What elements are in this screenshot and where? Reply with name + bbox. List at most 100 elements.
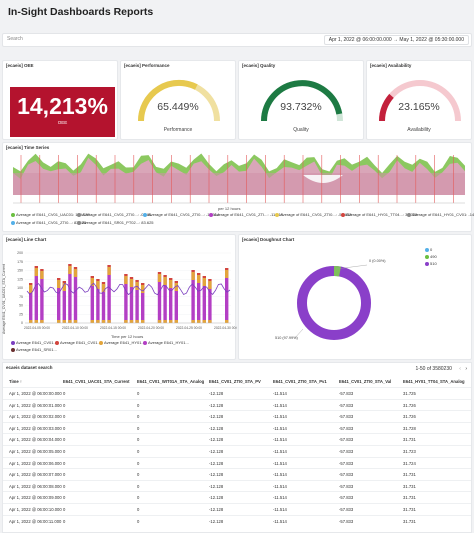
- table-cell: -57.833: [339, 414, 354, 420]
- table-row[interactable]: Apr 1, 2022 @ 06:00:08.000 0 0 -12.128 -11.5…: [3, 479, 471, 491]
- bar-base: [141, 320, 145, 323]
- legend-item[interactable]: Average of E641_HY01_TT04...: 31.725: [341, 212, 417, 217]
- table-cell: Apr 1, 2022 @ 06:00:04.000: [9, 437, 62, 443]
- timeseries-xlabel: per 12 hours: [218, 206, 241, 211]
- table-cell: -11.514: [273, 518, 287, 524]
- x-tick-label: 2022-04-15 00:00: [100, 326, 126, 330]
- table-cell: -11.514: [273, 507, 287, 512]
- table-cell: 31.731: [403, 518, 416, 524]
- bar-base: [157, 320, 162, 323]
- y-tick-label: 0: [21, 321, 23, 325]
- table-cell: -12.128: [209, 437, 224, 443]
- bar-cap: [40, 269, 44, 271]
- legend-item[interactable]: 510: [425, 260, 437, 267]
- table-cell: -12.128: [209, 425, 224, 431]
- bar: [197, 275, 201, 323]
- legend-item[interactable]: Average of E641_CV01_ZTI0...: -57.833: [275, 212, 352, 217]
- table-row[interactable]: Apr 1, 2022 @ 06:00:07.000 0 0 -12.128 -11.5…: [3, 468, 471, 479]
- arrow-icon: →: [393, 37, 399, 43]
- legend-dot: [11, 340, 15, 345]
- table-row[interactable]: Apr 1, 2022 @ 06:00:02.000 0 0 -12.128 -11.5…: [3, 410, 471, 421]
- legend-item[interactable]: Average E641_HY01...: [143, 340, 189, 345]
- table-row[interactable]: Apr 1, 2022 @ 06:00:05.000 0 0 -12.128 -11.5…: [3, 445, 471, 456]
- legend-item[interactable]: Average E641_HY01...: [99, 340, 145, 345]
- column-header[interactable]: E641_CV01_UAC01_STA_Current: [63, 379, 130, 384]
- chevron-right-icon[interactable]: ›: [465, 366, 467, 372]
- date-to[interactable]: May 1, 2022 @ 05:30:00.000: [399, 37, 464, 43]
- table-row[interactable]: Apr 1, 2022 @ 06:00:11.000 0 0 -12.128 -11.5…: [3, 514, 471, 526]
- column-header[interactable]: Time ↑: [9, 379, 22, 384]
- legend-item[interactable]: Average E641_CV01...: [11, 340, 57, 345]
- timeseries-chart: [13, 153, 465, 204]
- date-range-picker[interactable]: Apr 1, 2022 @ 06:00:00.000 → May 1, 2022…: [323, 35, 469, 45]
- legend-item[interactable]: Average of E641_SR01_PT02...: 83.625: [77, 220, 154, 225]
- table-cell: -12.128: [209, 507, 224, 512]
- legend-item[interactable]: Average of E641_CV01_ZTI...: -11.514: [209, 212, 283, 217]
- table-row[interactable]: Apr 1, 2022 @ 06:00:00.000 0 0 -12.128 -11.5…: [3, 387, 471, 398]
- bar: [202, 278, 206, 323]
- column-header[interactable]: E641_CV01_ZTI0_STA_PV: [209, 379, 261, 384]
- x-tick-label: 2022-04-20 00:00: [138, 326, 164, 330]
- table-row[interactable]: Apr 1, 2022 @ 06:00:09.000 0 0 -12.128 -11.5…: [3, 491, 471, 502]
- bar-cap: [73, 267, 78, 269]
- legend-item[interactable]: Average of E641_CV01_ZTI0...: -11.514: [143, 212, 219, 217]
- bar-top: [191, 272, 195, 280]
- y-tick-label: 50: [19, 304, 23, 308]
- legend-dot: [425, 254, 429, 259]
- bar-base: [29, 320, 33, 323]
- panel-title: [ecaeis] OEE: [6, 63, 34, 68]
- table-row[interactable]: Apr 1, 2022 @ 06:00:06.000 0 0 -12.128 -11.5…: [3, 456, 471, 468]
- bar-cap: [135, 280, 139, 282]
- table-cell: 0: [63, 507, 66, 512]
- y-tick-label: 25: [19, 312, 23, 316]
- table-cell: 0: [63, 402, 66, 408]
- bar-base: [68, 320, 72, 323]
- table-row[interactable]: Apr 1, 2022 @ 06:00:03.000 0 0 -12.128 -11.5…: [3, 421, 471, 433]
- bar-cap: [141, 283, 145, 285]
- legend-dot: [341, 212, 345, 217]
- table-cell: -11.514: [273, 495, 287, 501]
- bar-base: [62, 320, 66, 323]
- legend-item[interactable]: Average of E641_CV01_UAC01: 129.078: [11, 212, 90, 217]
- column-header[interactable]: E641_CV01_WIT01A_STA_Analog: [137, 379, 205, 384]
- legend-item[interactable]: Average E641_CV01...: [55, 340, 101, 345]
- table-cell: -12.128: [209, 483, 224, 489]
- legend-item[interactable]: Average E641_SR01...: [11, 347, 57, 352]
- doughnut-slice-490: [333, 266, 341, 277]
- table-row[interactable]: Apr 1, 2022 @ 06:00:10.000 0 0 -12.128 -11.5…: [3, 503, 471, 514]
- linechart-panel: [ecaeis] Line Chart Average E641_CV01_UA…: [2, 234, 237, 360]
- doughnut-label-left: 510 (97.99%): [275, 336, 298, 340]
- bar-cap: [202, 276, 206, 278]
- legend-item[interactable]: Average of E641_CV01_ZTI0...: -0.886: [77, 212, 151, 217]
- legend-item[interactable]: Average of E641_HY01_CV01: -14.033: [407, 212, 474, 217]
- column-header[interactable]: E641_HY01_TT04_STA_Analog: [403, 379, 465, 384]
- table-cell: -57.833: [339, 460, 354, 466]
- legend-dot: [209, 212, 213, 217]
- table-cell: 0: [63, 460, 66, 466]
- date-from[interactable]: Apr 1, 2022 @ 06:00:00.000: [328, 37, 392, 43]
- table-row[interactable]: Apr 1, 2022 @ 06:00:04.000 0 0 -12.128 -11.5…: [3, 433, 471, 444]
- bar-cap: [62, 281, 66, 283]
- bar: [73, 269, 78, 323]
- table-cell: -11.514: [273, 472, 287, 478]
- legend-dot: [425, 247, 429, 252]
- bar-cap: [129, 277, 134, 279]
- search-input[interactable]: Search: [7, 36, 23, 42]
- chevron-left-icon[interactable]: ‹: [459, 366, 461, 372]
- table-cell: -11.514: [273, 402, 287, 408]
- legend-item[interactable]: 490: [425, 253, 437, 260]
- bar-cap: [169, 278, 173, 280]
- legend-item[interactable]: Average of E641_CV01_ZTI0...: 83.625: [11, 220, 86, 225]
- table-cell: Apr 1, 2022 @ 06:00:02.000: [9, 414, 62, 420]
- column-header[interactable]: E641_CV01_ZTI0_STA_Val: [339, 379, 392, 384]
- column-header[interactable]: E641_CV01_ZTI0_STA_Pv1: [273, 379, 327, 384]
- table-cell: -12.128: [209, 391, 224, 396]
- bar-cap: [107, 265, 111, 267]
- x-tick-label: 2022-04-05 00:00: [24, 326, 50, 330]
- legend-item[interactable]: 0: [425, 246, 437, 253]
- bar-top: [141, 285, 145, 293]
- table-cell: 31.728: [403, 425, 416, 431]
- bar-top: [101, 284, 106, 292]
- table-row[interactable]: Apr 1, 2022 @ 06:00:01.000 0 0 -12.128 -11.5…: [3, 398, 471, 410]
